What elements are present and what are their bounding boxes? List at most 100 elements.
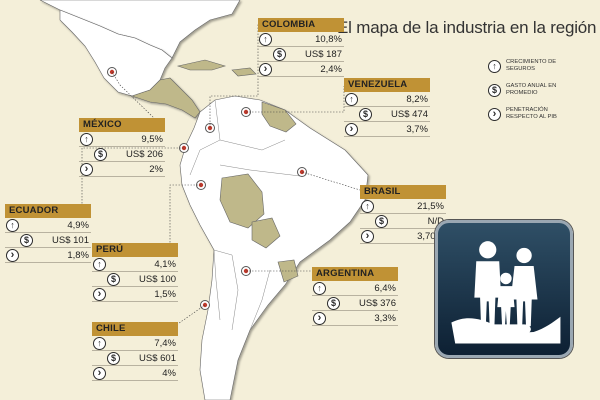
legend-label: PENETRACIÓN RESPECTO AL PIB	[506, 107, 557, 120]
spend-value: US$ 206	[126, 149, 163, 160]
card-mexico: MÉXICO 9,5% US$ 206 2%	[79, 118, 165, 177]
family-hand-icon	[451, 241, 561, 344]
chevron-right-icon	[80, 163, 93, 176]
legend-item-spend: GASTO ANUAL EN PROMEDIO	[488, 81, 598, 105]
spend-value: US$ 187	[305, 49, 342, 60]
spend-row: N/D	[360, 214, 446, 229]
growth-value: 4,1%	[154, 259, 176, 270]
up-arrow-icon	[93, 258, 106, 271]
dollar-icon	[20, 234, 33, 247]
penetration-value: 4%	[162, 368, 176, 379]
country-name: COLOMBIA	[258, 18, 344, 32]
growth-value: 9,5%	[141, 134, 163, 145]
country-name: ARGENTINA	[312, 267, 398, 281]
chevron-right-icon	[259, 63, 272, 76]
up-arrow-icon	[80, 133, 93, 146]
penetration-row: 2,4%	[258, 62, 344, 77]
penetration-value: 1,8%	[67, 250, 89, 261]
chevron-right-icon	[361, 230, 374, 243]
growth-row: 7,4%	[92, 336, 178, 351]
chevron-right-icon	[345, 123, 358, 136]
dollar-icon	[359, 108, 372, 121]
up-arrow-icon	[259, 33, 272, 46]
spend-row: US$ 601	[92, 351, 178, 366]
card-chile: CHILE 7,4% US$ 601 4%	[92, 322, 178, 381]
legend-label: CRECIMIENTO DE SEGUROS	[506, 59, 557, 72]
card-brasil: BRASIL 21,5% N/D 3,70%	[360, 185, 446, 244]
chevron-right-icon	[488, 108, 501, 121]
country-name: PERÚ	[92, 243, 178, 257]
dollar-icon	[94, 148, 107, 161]
up-arrow-icon	[313, 282, 326, 295]
growth-row: 4,1%	[92, 257, 178, 272]
growth-value: 8,2%	[406, 94, 428, 105]
chevron-right-icon	[6, 249, 19, 262]
growth-row: 6,4%	[312, 281, 398, 296]
dollar-icon	[107, 273, 120, 286]
leader-lines	[81, 24, 361, 329]
country-name: CHILE	[92, 322, 178, 336]
spend-value: US$ 376	[359, 298, 396, 309]
up-arrow-icon	[93, 337, 106, 350]
spend-value: US$ 601	[139, 353, 176, 364]
dollar-icon	[107, 352, 120, 365]
card-argentina: ARGENTINA 6,4% US$ 376 3,3%	[312, 267, 398, 326]
growth-value: 4,9%	[67, 220, 89, 231]
country-borders	[189, 99, 301, 331]
guyanas-shape	[261, 101, 297, 133]
dollar-icon	[375, 215, 388, 228]
up-arrow-icon	[345, 93, 358, 106]
growth-row: 21,5%	[360, 199, 446, 214]
penetration-row: 4%	[92, 366, 178, 381]
dollar-icon	[327, 297, 340, 310]
legend-label: GASTO ANUAL EN PROMEDIO	[506, 83, 557, 96]
spend-value: US$ 101	[52, 235, 89, 246]
chevron-right-icon	[93, 288, 106, 301]
chevron-right-icon	[93, 367, 106, 380]
penetration-row: 1,5%	[92, 287, 178, 302]
growth-row: 9,5%	[79, 132, 165, 147]
card-venezuela: VENEZUELA 8,2% US$ 474 3,7%	[344, 78, 430, 137]
penetration-value: 2%	[149, 164, 163, 175]
legend: CRECIMIENTO DE SEGUROS GASTO ANUAL EN PR…	[488, 57, 598, 129]
country-name: MÉXICO	[79, 118, 165, 132]
spend-row: US$ 474	[344, 107, 430, 122]
dollar-icon	[273, 48, 286, 61]
country-name: ECUADOR	[5, 204, 91, 218]
growth-value: 10,8%	[315, 34, 342, 45]
growth-value: 7,4%	[154, 338, 176, 349]
chevron-right-icon	[313, 312, 326, 325]
cuba-shape	[176, 59, 227, 71]
spend-row: US$ 101	[5, 233, 91, 248]
up-arrow-icon	[6, 219, 19, 232]
spend-value: US$ 474	[391, 109, 428, 120]
growth-row: 10,8%	[258, 32, 344, 47]
paraguay-shape	[251, 217, 281, 249]
penetration-row: 3,70%	[360, 229, 446, 244]
growth-value: 21,5%	[417, 201, 444, 212]
up-arrow-icon	[361, 200, 374, 213]
penetration-value: 3,70%	[417, 231, 444, 242]
growth-row: 4,9%	[5, 218, 91, 233]
card-ecuador: ECUADOR 4,9% US$ 101 1,8%	[5, 204, 91, 263]
page-title: El mapa de la industria en la región	[337, 18, 597, 37]
penetration-value: 2,4%	[320, 64, 342, 75]
spend-row: US$ 376	[312, 296, 398, 311]
growth-value: 6,4%	[374, 283, 396, 294]
country-name: BRASIL	[360, 185, 446, 199]
spend-row: US$ 206	[79, 147, 165, 162]
card-peru: PERÚ 4,1% US$ 100 1,5%	[92, 243, 178, 302]
penetration-value: 1,5%	[154, 289, 176, 300]
penetration-value: 3,7%	[406, 124, 428, 135]
central-america-shape	[131, 77, 201, 119]
south-america-shape	[179, 95, 369, 400]
card-colombia: COLOMBIA 10,8% US$ 187 2,4%	[258, 18, 344, 77]
spend-value: US$ 100	[139, 274, 176, 285]
penetration-value: 3,3%	[374, 313, 396, 324]
growth-row: 8,2%	[344, 92, 430, 107]
penetration-row: 3,7%	[344, 122, 430, 137]
spend-row: US$ 100	[92, 272, 178, 287]
penetration-row: 2%	[79, 162, 165, 177]
